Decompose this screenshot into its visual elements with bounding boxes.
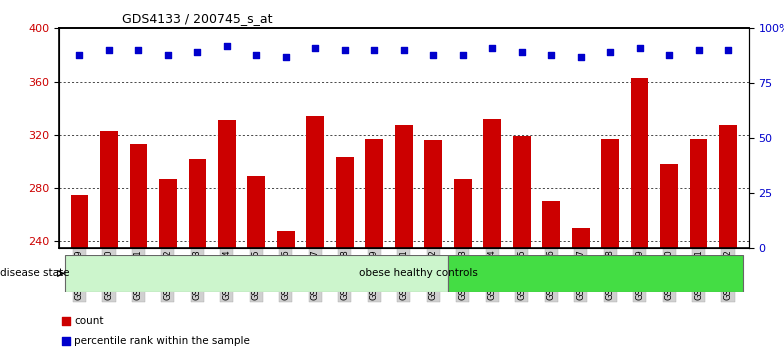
Bar: [365, 139, 383, 248]
Point: [604, 50, 616, 55]
Bar: [188, 159, 206, 248]
Bar: [277, 230, 295, 248]
FancyBboxPatch shape: [448, 255, 742, 292]
Bar: [307, 116, 324, 248]
Point: [73, 52, 85, 57]
Text: GDS4133 / 200745_s_at: GDS4133 / 200745_s_at: [122, 12, 272, 25]
Point: [339, 47, 351, 53]
Bar: [159, 179, 176, 248]
Text: disease state: disease state: [0, 268, 70, 279]
Point: [60, 318, 73, 324]
Text: percentile rank within the sample: percentile rank within the sample: [74, 336, 250, 346]
Bar: [660, 164, 678, 248]
Point: [486, 45, 499, 51]
Bar: [690, 139, 707, 248]
Point: [575, 54, 587, 60]
FancyBboxPatch shape: [65, 255, 448, 292]
Point: [162, 52, 174, 57]
Point: [662, 52, 675, 57]
Point: [722, 47, 735, 53]
Point: [456, 52, 469, 57]
Point: [309, 45, 321, 51]
Bar: [601, 139, 619, 248]
Point: [60, 338, 73, 344]
Point: [545, 52, 557, 57]
Bar: [395, 125, 412, 248]
Bar: [719, 125, 737, 248]
Bar: [513, 136, 531, 248]
Point: [427, 52, 440, 57]
Point: [633, 45, 646, 51]
Point: [692, 47, 705, 53]
Bar: [218, 120, 236, 248]
Point: [368, 47, 380, 53]
Text: obese healthy controls: obese healthy controls: [359, 268, 478, 279]
Point: [191, 50, 204, 55]
Point: [250, 52, 263, 57]
Bar: [572, 228, 590, 248]
Text: count: count: [74, 315, 104, 326]
Point: [280, 54, 292, 60]
Point: [515, 50, 528, 55]
Bar: [100, 131, 118, 248]
Bar: [631, 78, 648, 248]
Point: [220, 43, 233, 49]
Bar: [336, 157, 354, 248]
Point: [132, 47, 145, 53]
Point: [397, 47, 410, 53]
Bar: [71, 195, 89, 248]
Point: [103, 47, 115, 53]
Bar: [424, 140, 442, 248]
Bar: [484, 119, 501, 248]
Bar: [543, 201, 560, 248]
Bar: [248, 176, 265, 248]
Bar: [129, 144, 147, 248]
Bar: [454, 179, 471, 248]
